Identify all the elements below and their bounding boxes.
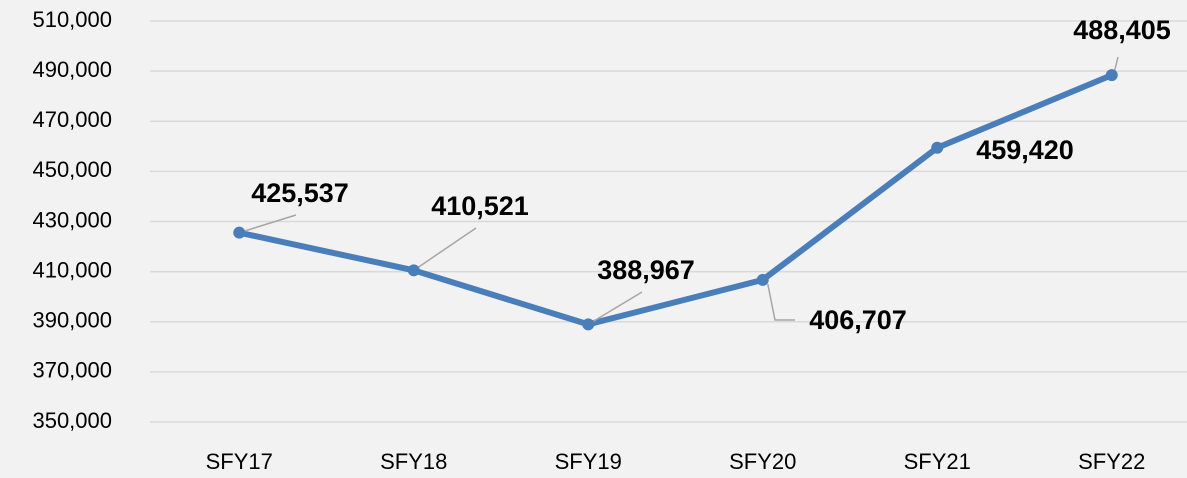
leader-line bbox=[587, 291, 643, 325]
x-tick-label: SFY18 bbox=[380, 449, 447, 474]
x-tick-label: SFY17 bbox=[206, 449, 273, 474]
x-tick-label: SFY20 bbox=[729, 449, 796, 474]
leader-line bbox=[767, 283, 795, 321]
data-point bbox=[756, 273, 769, 286]
x-tick-label: SFY19 bbox=[555, 449, 622, 474]
x-tick-label: SFY22 bbox=[1078, 449, 1145, 474]
y-tick-label: 510,000 bbox=[32, 7, 112, 32]
data-point bbox=[407, 264, 420, 277]
y-tick-label: 430,000 bbox=[32, 207, 112, 232]
leader-line bbox=[1114, 56, 1119, 71]
y-tick-label: 350,000 bbox=[32, 408, 112, 433]
data-label: 459,420 bbox=[976, 135, 1074, 165]
y-tick-label: 370,000 bbox=[32, 358, 112, 383]
series-line bbox=[238, 72, 1113, 328]
data-point bbox=[233, 226, 246, 239]
data-label: 410,521 bbox=[431, 191, 529, 221]
y-tick-label: 490,000 bbox=[32, 57, 112, 82]
data-point bbox=[582, 318, 595, 331]
data-label: 425,537 bbox=[251, 178, 349, 208]
data-point bbox=[931, 141, 944, 154]
data-point bbox=[1105, 69, 1118, 82]
x-tick-label: SFY21 bbox=[904, 449, 971, 474]
y-tick-label: 390,000 bbox=[32, 308, 112, 333]
data-label: 488,405 bbox=[1073, 15, 1171, 45]
leader-line bbox=[413, 227, 477, 271]
leader-line bbox=[239, 214, 297, 234]
y-tick-label: 470,000 bbox=[32, 107, 112, 132]
y-tick-label: 450,000 bbox=[32, 157, 112, 182]
y-tick-label: 410,000 bbox=[32, 257, 112, 282]
data-label: 388,967 bbox=[597, 255, 695, 285]
data-label: 406,707 bbox=[809, 305, 907, 335]
